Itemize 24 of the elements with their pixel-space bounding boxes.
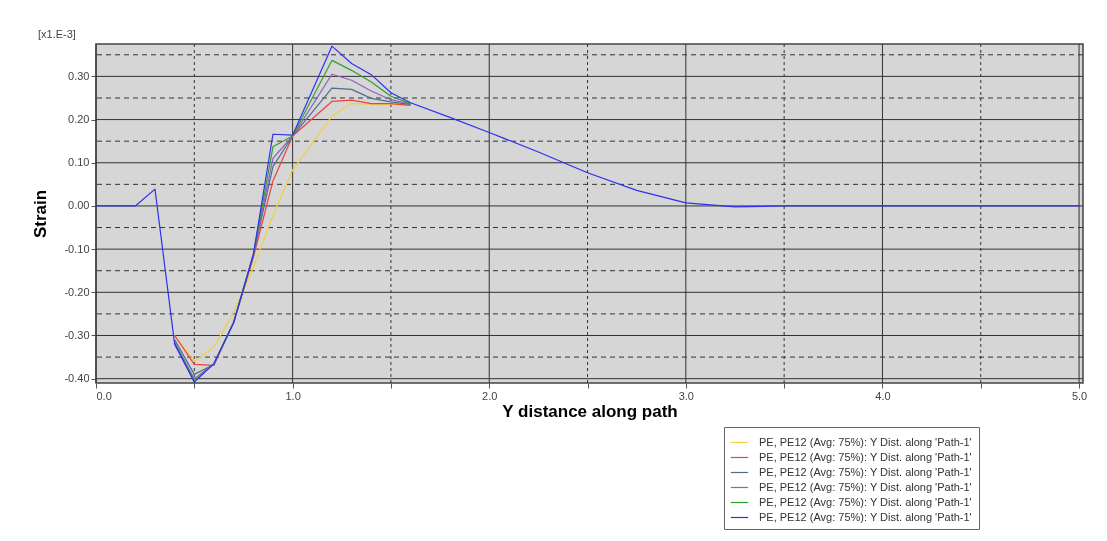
- y-tick-label: 0.00: [68, 199, 90, 212]
- y-tick-label: 0.30: [68, 69, 90, 82]
- x-tick-label: 1.0: [285, 389, 301, 402]
- legend-label: PE, PE12 (Avg: 75%): Y Dist. along 'Path-1': [759, 495, 972, 508]
- x-tick-label: 3.0: [678, 389, 694, 402]
- y-tick-label: -0.40: [64, 372, 90, 385]
- x-axis-title: Y distance along path: [502, 401, 678, 421]
- x-tick-label: 0.0: [96, 389, 112, 402]
- y-tick-label: -0.30: [64, 329, 90, 341]
- y-tick-label: -0.20: [64, 285, 90, 298]
- text: [x1.E-3]: [38, 28, 76, 40]
- x-tick-label: 5.0: [1071, 389, 1088, 402]
- y-tick-label: -0.10: [64, 242, 90, 255]
- legend-label: PE, PE12 (Avg: 75%): Y Dist. along 'Path-1': [759, 510, 972, 523]
- legend-label: PE, PE12 (Avg: 75%): Y Dist. along 'Path-1': [759, 465, 972, 478]
- y-tick-label: 0.20: [68, 113, 90, 126]
- x-tick-label: 2.0: [482, 389, 498, 402]
- legend-label: PE, PE12 (Avg: 75%): Y Dist. along 'Path-1': [759, 435, 972, 448]
- legend-label: PE, PE12 (Avg: 75%): Y Dist. along 'Path-1': [759, 480, 972, 493]
- line-series: [95, 45, 1080, 383]
- y-tick-label: 0.10: [68, 156, 90, 169]
- legend-label: PE, PE12 (Avg: 75%): Y Dist. along 'Path-1': [759, 450, 972, 463]
- x-tick-label: 4.0: [875, 389, 891, 402]
- y-axis-title: Strain: [31, 189, 51, 239]
